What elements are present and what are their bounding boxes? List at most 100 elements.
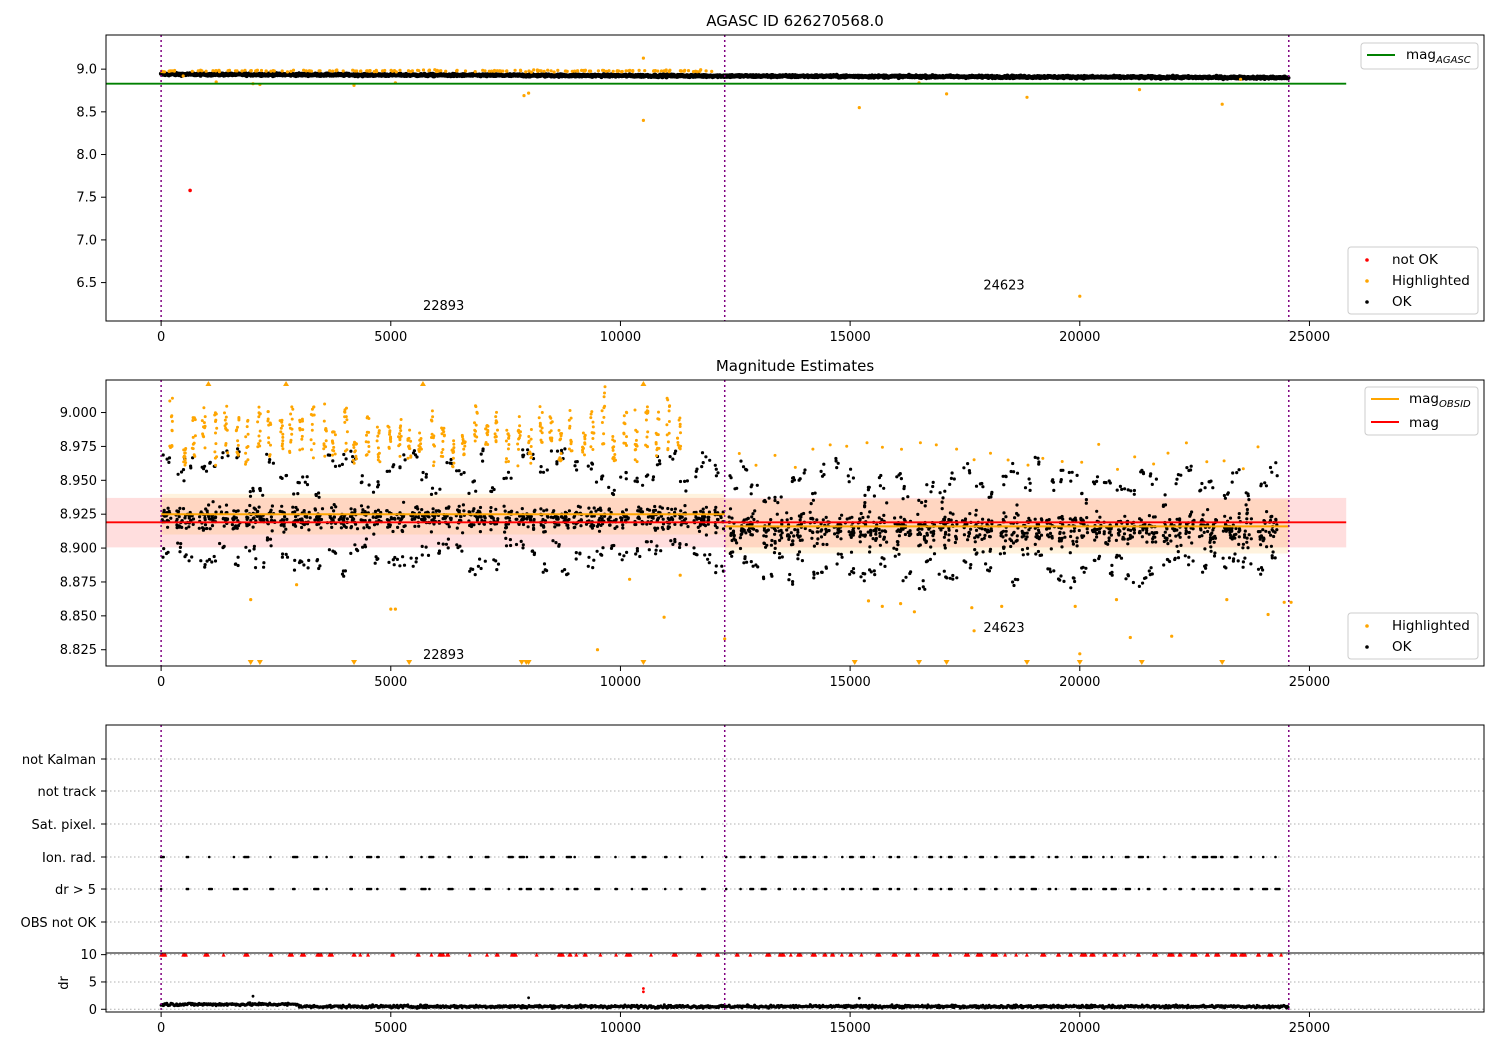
ok-point xyxy=(1059,574,1063,578)
ok-point xyxy=(376,557,380,561)
ok-point xyxy=(851,567,856,571)
ok-point xyxy=(1155,531,1159,535)
highlighted-point xyxy=(249,69,253,73)
ok-point xyxy=(245,517,249,522)
ok-point xyxy=(607,508,611,512)
ok-point xyxy=(1264,484,1268,488)
ok-point xyxy=(509,543,513,548)
ok-point xyxy=(678,479,683,484)
ok-point xyxy=(812,576,816,580)
ok-point xyxy=(1174,534,1178,538)
highlighted-point xyxy=(213,450,217,454)
ok-point xyxy=(332,515,336,519)
ok-point xyxy=(897,534,902,538)
ok-point xyxy=(708,458,712,462)
highlighted-point xyxy=(167,69,171,73)
ok-point xyxy=(1015,503,1019,507)
ok-point xyxy=(868,510,872,514)
ok-point xyxy=(599,552,603,556)
ok-point xyxy=(530,549,534,553)
ok-point xyxy=(360,474,364,478)
ok-point xyxy=(1237,468,1241,472)
highlighted-point xyxy=(643,69,647,73)
ok-point xyxy=(735,541,739,545)
ok-point xyxy=(1080,491,1084,495)
ok-point xyxy=(203,523,208,527)
ok-point xyxy=(280,476,284,480)
ok-point xyxy=(1122,532,1127,536)
ok-point xyxy=(732,534,736,538)
ok-point xyxy=(479,452,483,456)
highlighted-point xyxy=(225,404,229,408)
ok-point xyxy=(788,572,792,577)
ok-point xyxy=(667,525,672,529)
ok-point xyxy=(1208,536,1213,540)
ok-point xyxy=(1107,539,1111,543)
ok-point xyxy=(899,515,903,519)
ok-point xyxy=(1126,542,1130,546)
ok-point xyxy=(1015,511,1019,516)
highlighted-point xyxy=(243,68,247,72)
ok-point xyxy=(775,512,779,516)
ok-point xyxy=(774,529,778,533)
ok-point xyxy=(1200,534,1204,538)
ok-point xyxy=(704,533,709,537)
ok-point xyxy=(1033,455,1037,459)
highlighted-point xyxy=(183,463,187,467)
ok-point xyxy=(462,471,466,475)
ok-point xyxy=(414,505,418,510)
ok-point xyxy=(342,515,346,520)
ok-point xyxy=(492,487,496,492)
ok-point xyxy=(1110,573,1114,577)
ok-point xyxy=(651,478,655,482)
ok-point xyxy=(816,571,820,575)
highlighted-point xyxy=(223,418,227,422)
highlighted-point xyxy=(704,69,708,73)
ok-point xyxy=(1110,570,1114,574)
ok-point xyxy=(785,511,789,515)
ok-point xyxy=(704,505,709,509)
ok-point xyxy=(271,461,275,465)
ok-point xyxy=(1114,538,1118,543)
highlighted-point xyxy=(191,416,195,420)
ok-point xyxy=(840,513,844,517)
ok-point xyxy=(1082,570,1086,574)
ok-point xyxy=(1272,534,1276,539)
ok-point xyxy=(1049,570,1053,574)
x-tick-label: 20000 xyxy=(1059,330,1100,345)
ok-point xyxy=(481,447,485,451)
ok-point xyxy=(591,566,595,570)
ok-point xyxy=(546,515,550,519)
ok-point xyxy=(948,482,952,486)
ok-point xyxy=(608,523,612,527)
ok-point xyxy=(745,560,749,564)
ok-point xyxy=(595,549,599,553)
ok-point xyxy=(635,549,640,553)
ok-point xyxy=(1091,480,1096,484)
ok-point xyxy=(824,565,828,569)
ok-point xyxy=(1273,556,1277,560)
ok-point xyxy=(802,471,806,475)
ok-point xyxy=(361,518,365,522)
ok-point xyxy=(880,556,884,560)
ok-point xyxy=(1145,528,1149,533)
ok-point xyxy=(866,485,871,489)
ok-point xyxy=(339,526,343,530)
ok-point xyxy=(1013,577,1018,582)
ok-point xyxy=(789,516,793,521)
ok-point xyxy=(1259,572,1263,576)
ok-point xyxy=(755,529,759,533)
ok-point xyxy=(495,568,499,572)
ok-point xyxy=(1165,527,1169,531)
ok-point xyxy=(802,511,806,516)
ok-point xyxy=(244,509,248,513)
highlighted-point xyxy=(667,70,671,74)
ok-point xyxy=(1172,528,1176,532)
ok-point xyxy=(745,468,749,472)
ok-point xyxy=(1226,492,1230,496)
ok-point xyxy=(999,534,1003,538)
obsid-label: 22893 xyxy=(423,299,464,314)
ok-point xyxy=(1093,538,1097,542)
ok-point xyxy=(189,518,193,522)
ok-point xyxy=(1201,570,1205,574)
